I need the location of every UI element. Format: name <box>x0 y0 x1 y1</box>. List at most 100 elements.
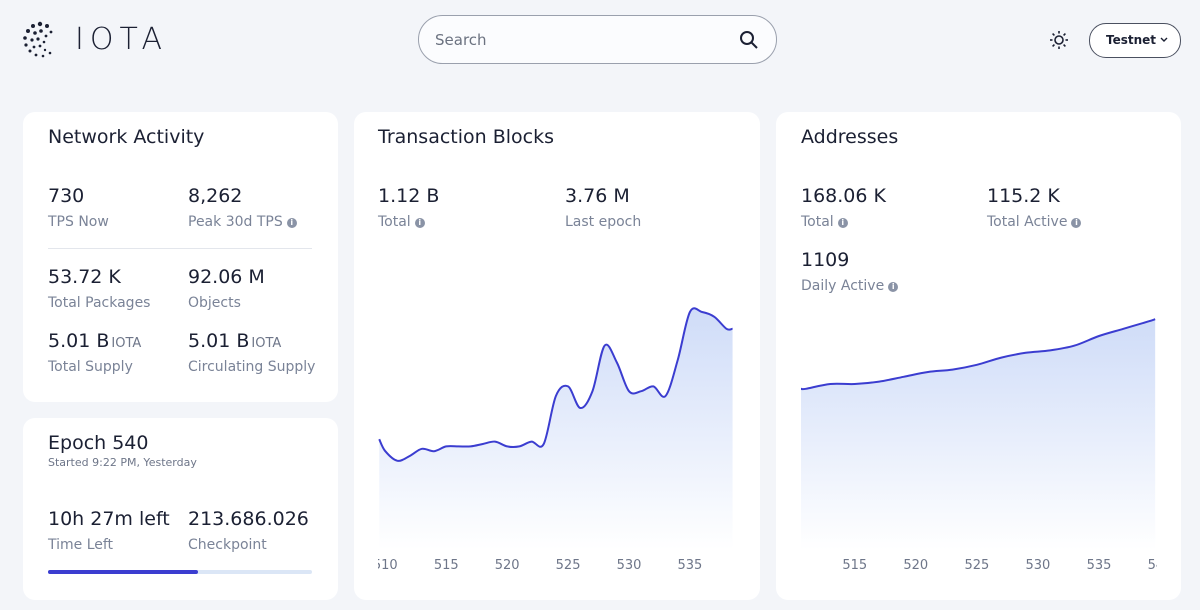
stat-label: Last epoch <box>565 213 641 231</box>
search-placeholder: Search <box>435 31 487 49</box>
info-icon[interactable]: i <box>286 218 297 228</box>
x-tick-label: 540 <box>1148 558 1173 573</box>
stat-number: 10h 27m left <box>48 508 170 530</box>
stat-label: TPS Now <box>48 213 109 231</box>
stat-value: 730 <box>48 184 84 208</box>
chart: 515 520 525 530 535 540 <box>801 318 1173 573</box>
logo-text: IOTA <box>75 22 168 57</box>
x-tick-label: 535 <box>1087 558 1112 573</box>
chart: 510 515 520 525 530 535 <box>373 307 733 573</box>
x-tick-label: 535 <box>678 558 703 573</box>
stat-value: 53.72 K <box>48 265 121 289</box>
stat-number: 213.686.026 <box>188 508 309 530</box>
stat-value: 10h 27m left <box>48 507 170 531</box>
stat-label: Circulating Supply <box>188 358 315 376</box>
stat-value: 8,262 <box>188 184 242 208</box>
stat-value: 5.01 B IOTA <box>188 329 281 356</box>
stat-number: 1109 <box>801 249 850 271</box>
stat-number: 1.12 B <box>378 185 440 207</box>
logo-icon <box>23 21 53 58</box>
area <box>801 319 1156 550</box>
stat-label-text: TPS Now <box>48 214 109 230</box>
network-activity-card: Network Activity 730 TPS Now 8,262 Peak 30d… <box>23 112 338 402</box>
x-tick-label: 520 <box>903 558 928 573</box>
x-tick-label: 515 <box>434 558 459 573</box>
stat-number: 53.72 K <box>48 266 121 288</box>
stat-value: 1.12 B <box>378 184 439 208</box>
stat-label: Total Active i <box>987 213 1082 231</box>
stat-value: 3.76 M <box>565 184 630 208</box>
line <box>801 318 1156 391</box>
x-tick-label: 525 <box>964 558 989 573</box>
epoch-card: Epoch 540 Started 9:22 PM, Yesterday 10h… <box>23 418 338 600</box>
stat-label-text: Total Supply <box>48 359 133 375</box>
area <box>379 308 733 550</box>
card-title: Transaction Blocks <box>378 126 555 148</box>
stat-label-text: Total Packages <box>48 295 151 311</box>
search-icon <box>740 31 758 49</box>
stat-number: 5.01 B <box>48 330 110 352</box>
stat-unit: IOTA <box>251 336 282 351</box>
info-icon[interactable]: i <box>888 282 899 292</box>
stat-number: 5.01 B <box>188 330 250 352</box>
line <box>378 307 733 462</box>
plot: 510 515 520 525 530 535 <box>373 307 733 573</box>
info-icon[interactable]: i <box>1071 218 1082 228</box>
stat-label: Total Packages <box>48 294 150 312</box>
stat-label: Objects <box>188 294 241 312</box>
card-subtitle: Started 9:22 PM, Yesterday <box>48 456 197 469</box>
network-label: Testnet <box>1106 33 1157 47</box>
stat-label: Daily Active i <box>801 277 899 295</box>
card-title: Network Activity <box>48 126 205 148</box>
stat-label: Peak 30d TPS i <box>188 213 297 231</box>
theme-toggle[interactable] <box>1049 30 1069 50</box>
stat-number: 8,262 <box>188 185 243 207</box>
stat-label: Total Supply <box>48 358 133 376</box>
x-tick-label: 510 <box>373 558 398 573</box>
stat-label-text: Total <box>378 214 411 230</box>
stat-label: Checkpoint <box>188 536 267 554</box>
divider <box>48 248 312 249</box>
stat-label-text: Peak 30d TPS <box>188 214 283 230</box>
info-icon[interactable]: i <box>414 218 425 228</box>
stat-label-text: Total <box>801 214 834 230</box>
stat-label-text: Daily Active <box>801 278 885 294</box>
stat-value: 115.2 K <box>987 184 1060 208</box>
stat-label-text: Objects <box>188 295 241 311</box>
search-box[interactable]: Search <box>418 15 777 64</box>
stat-label-text: Circulating Supply <box>188 359 316 375</box>
network-button[interactable]: Testnet <box>1089 23 1181 58</box>
stat-value: 1109 <box>801 248 849 272</box>
x-tick-label: 525 <box>556 558 581 573</box>
stat-label-text: Checkpoint <box>188 537 267 553</box>
info-icon[interactable]: i <box>837 218 848 228</box>
plot: 515 520 525 530 535 540 <box>801 318 1173 573</box>
x-tick-label: 530 <box>1026 558 1051 573</box>
stat-value: 213.686.026 <box>188 507 309 531</box>
chevron <box>1160 37 1168 42</box>
stat-label-text: Time Left <box>48 537 114 553</box>
stat-unit: IOTA <box>111 336 142 351</box>
x-tick-label: 520 <box>495 558 520 573</box>
stat-number: 115.2 K <box>987 185 1060 207</box>
stat-value: 168.06 K <box>801 184 886 208</box>
stat-number: 168.06 K <box>801 185 886 207</box>
stat-label-text: Last epoch <box>565 214 642 230</box>
stat-number: 92.06 M <box>188 266 265 288</box>
stat-number: 730 <box>48 185 85 207</box>
x-tick-label: 515 <box>842 558 867 573</box>
stat-label: Total i <box>378 213 425 231</box>
progress-fill <box>48 570 199 574</box>
card-title: Addresses <box>801 126 899 148</box>
x-tick-label: 530 <box>617 558 642 573</box>
progress-track <box>48 570 312 574</box>
stat-value: 5.01 B IOTA <box>48 329 141 356</box>
stat-label-text: Total Active <box>987 214 1068 230</box>
stat-label: Time Left <box>48 536 113 554</box>
stat-value: 92.06 M <box>188 265 265 289</box>
stat-number: 3.76 M <box>565 185 630 207</box>
stat-label: Total i <box>801 213 848 231</box>
addresses-card: 515 520 525 530 535 540 Addresses 168.06 K Tot… <box>776 112 1181 600</box>
